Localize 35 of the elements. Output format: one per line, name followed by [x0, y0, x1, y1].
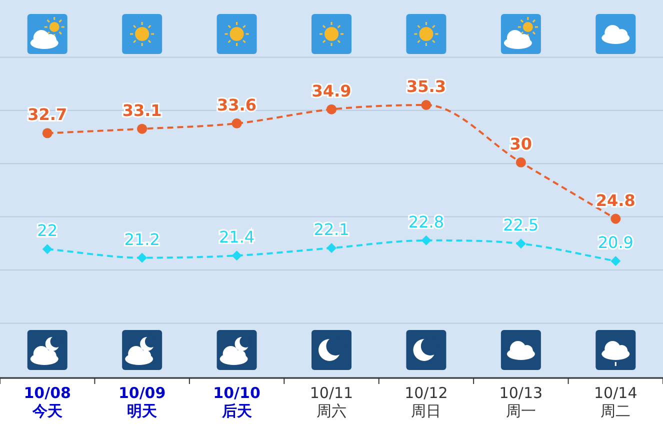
point [610, 214, 621, 224]
data-label: 21.4 [218, 228, 255, 247]
data-label: 20.9 [598, 233, 634, 252]
point [610, 256, 621, 266]
data-label: 30 [510, 134, 532, 154]
data-label: 22.8 [408, 212, 444, 232]
x-tick-label: 10/12 周日 [404, 384, 448, 420]
point [42, 244, 52, 254]
data-label: 21.2 [124, 230, 160, 249]
point [232, 118, 242, 128]
data-label: 35.3 [406, 77, 446, 96]
data-label: 22.1 [314, 220, 350, 239]
x-tick-label: 10/09 明天 [118, 384, 166, 420]
data-label: 33.6 [217, 95, 257, 114]
point [137, 252, 148, 263]
point [326, 104, 336, 114]
point [516, 157, 526, 168]
x-tick-label: 10/08 今天 [24, 384, 71, 420]
data-label: 24.8 [596, 190, 636, 210]
x-tick-label: 10/10 后天 [213, 384, 260, 420]
x-tick-label: 10/14 周二 [594, 384, 638, 420]
x-tick-label: 10/11 周六 [310, 384, 354, 420]
data-label: 22.5 [503, 216, 539, 235]
point [137, 124, 148, 134]
point [42, 128, 52, 138]
point [516, 238, 526, 249]
data-label: 34.9 [312, 81, 352, 100]
point [421, 235, 432, 246]
point [421, 100, 432, 110]
point [326, 243, 336, 253]
data-label: 22 [37, 221, 58, 240]
data-label: 32.7 [28, 105, 68, 124]
point [232, 250, 242, 261]
data-label: 33.1 [122, 100, 162, 120]
x-tick-label: 10/13 周一 [499, 384, 543, 420]
